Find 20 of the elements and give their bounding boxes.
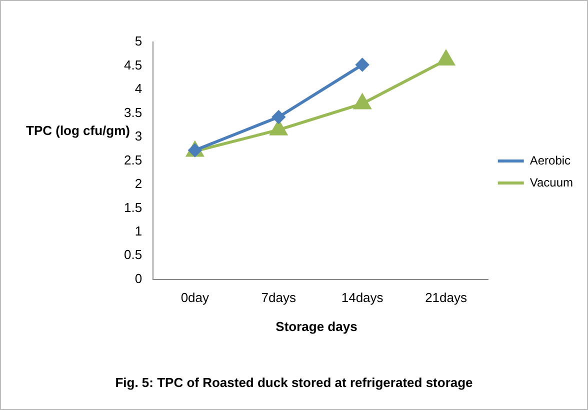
y-tick-label: 2 [134, 176, 142, 192]
y-tick-label: 4.5 [124, 57, 142, 72]
y-tick-label: 1 [134, 224, 142, 238]
y-tick-label: 0.5 [124, 247, 142, 262]
y-tick-label: 0 [134, 270, 142, 286]
y-tick-label: 5 [134, 34, 142, 49]
y-tick-label: 1.5 [124, 200, 142, 215]
y-tick-label: 4 [134, 81, 142, 96]
y-tick-label: 3 [134, 128, 142, 144]
x-tick-label: 21days [425, 290, 468, 305]
y-tick-label: 3.5 [124, 104, 142, 120]
caption: Fig. 5: TPC of Roasted duck stored at refrigerated storage [114, 375, 474, 390]
x-tick-label: 14days [341, 290, 384, 305]
x-axis-title: Storage days [274, 319, 358, 334]
y-axis-title: TPC (log cfu/gm) [25, 123, 131, 139]
x-tick-label: 7days [261, 290, 296, 305]
x-tick-label: 0day [180, 290, 210, 305]
y-tick-label: 2.5 [124, 152, 142, 168]
legend-label: Aerobic [530, 153, 571, 168]
legend-label: Vacuum [530, 175, 574, 190]
